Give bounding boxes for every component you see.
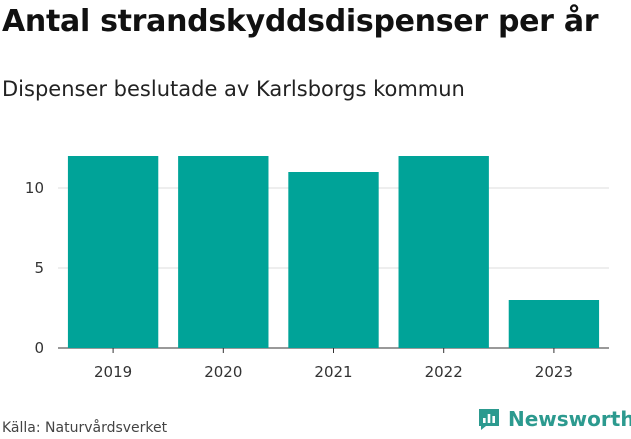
- chart-subtitle: Dispenser beslutade av Karlsborgs kommun: [2, 77, 465, 101]
- bar-2019[interactable]: [67, 156, 159, 348]
- bar-chart: 0 5 10 2019 2020 2021 2022 2023: [25, 156, 609, 381]
- brand-name: Newsworthy: [508, 407, 631, 431]
- brand-logo[interactable]: Newsworthy: [476, 406, 631, 432]
- x-tick-label: 2023: [535, 363, 573, 381]
- bar-2021[interactable]: [288, 172, 379, 348]
- x-tick-label: 2020: [204, 363, 242, 381]
- y-axis: 0 5 10: [25, 179, 44, 357]
- x-tick-label: 2021: [314, 363, 352, 381]
- y-tick-label: 0: [34, 339, 44, 357]
- x-tick-label: 2022: [425, 363, 463, 381]
- x-tick-label: 2019: [94, 363, 132, 381]
- chart-title: Antal strandskyddsdispenser per år: [2, 4, 599, 39]
- x-axis: 2019 2020 2021 2022 2023: [94, 348, 573, 381]
- bar-layer: [67, 156, 600, 348]
- source-note: Källa: Naturvårdsverket: [2, 420, 168, 436]
- y-tick-label: 10: [25, 179, 44, 197]
- bar-2023[interactable]: [508, 300, 600, 348]
- newsworthy-logo-icon: [479, 409, 499, 430]
- bar-2020[interactable]: [178, 156, 269, 348]
- bar-2022[interactable]: [398, 156, 489, 348]
- y-tick-label: 5: [34, 259, 44, 277]
